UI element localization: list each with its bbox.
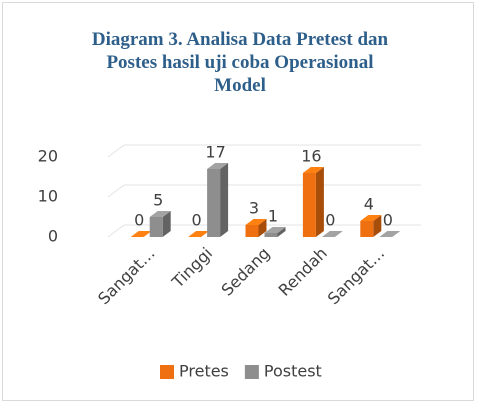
bar-side [315,167,324,237]
data-label: 3 [249,199,259,218]
bar [264,233,278,237]
data-label: 0 [325,211,335,230]
legend-label: Postest [264,362,322,381]
bar-top [302,167,324,173]
data-label: 1 [268,207,278,226]
legend-swatch [244,365,259,379]
data-label: 0 [192,211,202,230]
legend-label: Pretes [179,362,229,381]
data-label: 4 [364,195,374,214]
data-label: 0 [134,211,144,230]
bar-side [277,227,286,237]
y-tick-label: 20 [38,147,58,166]
bar-top [245,219,267,225]
x-tick-label: Sedang [217,244,273,300]
bar [245,225,259,237]
data-label: 5 [153,191,163,210]
x-tick-label: Sangat… [324,244,389,309]
bar [360,221,374,237]
bar-side [220,163,229,237]
bar-top [130,231,152,237]
bar-top [207,163,229,169]
legend-swatch [160,365,174,379]
bar-top [149,211,171,217]
bar-top [321,231,343,237]
bar [149,217,163,237]
y-tick-label: 0 [48,227,58,246]
chart-frame [2,2,474,401]
y-tick-label: 10 [38,187,58,206]
bar-top [264,227,286,233]
data-label: 16 [301,147,321,166]
bar-top [379,231,401,237]
grid-line [107,144,421,158]
bar-top [360,215,382,221]
data-label: 17 [205,143,225,162]
bar [207,169,221,237]
bar-top [188,231,210,237]
x-tick-label: Tinggi [168,244,217,293]
chart-title: Diagram 3. Analisa Data Pretest dan Post… [91,29,389,96]
data-label: 0 [383,211,393,230]
x-tick-label: Rendah [275,244,331,300]
bar [302,173,316,237]
bar-side [162,211,171,237]
bar-side [373,215,382,237]
x-tick-label: Sangat… [94,244,159,309]
